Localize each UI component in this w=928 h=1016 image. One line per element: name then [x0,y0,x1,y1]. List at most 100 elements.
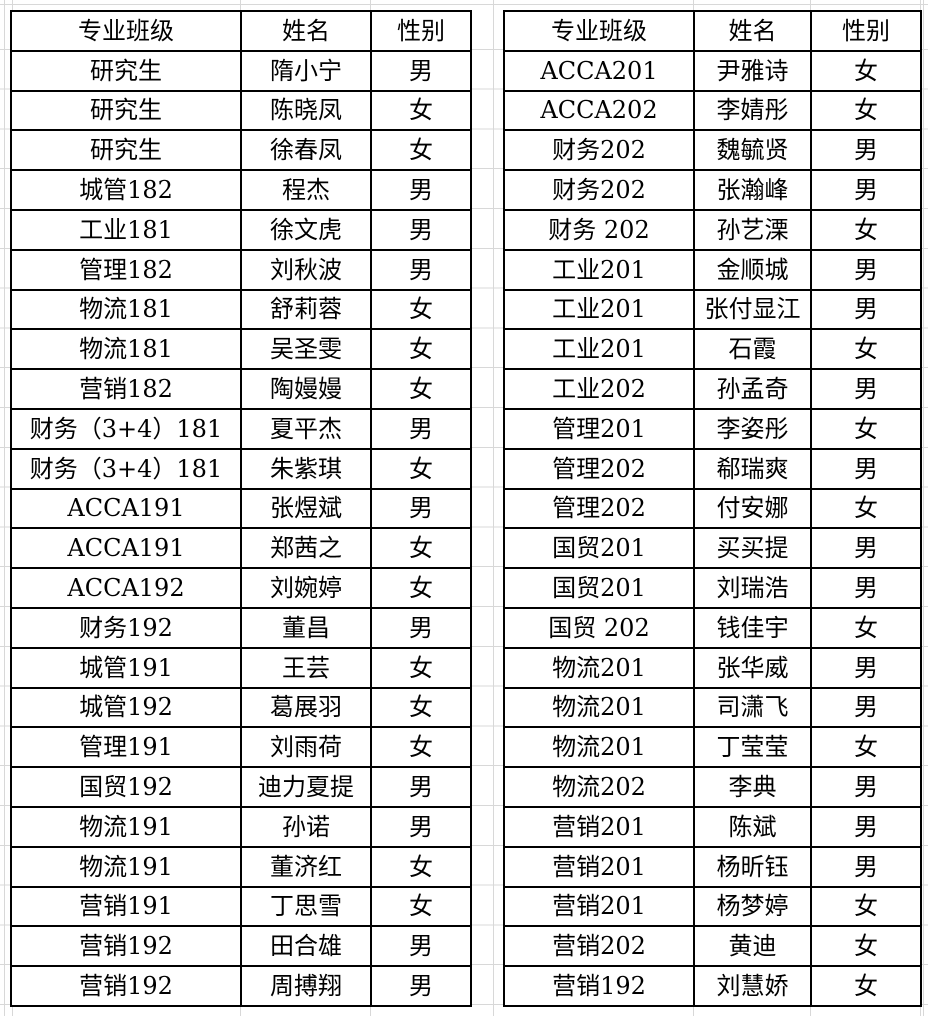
gender-cell[interactable]: 男 [810,527,922,570]
class-cell[interactable]: 财务（3+4）181 [10,447,242,490]
column-header-name-cell[interactable]: 姓名 [240,10,372,52]
class-cell[interactable]: 工业181 [10,208,242,251]
class-cell[interactable]: 工业202 [503,368,695,410]
class-cell[interactable]: 管理201 [503,407,695,450]
gender-cell[interactable]: 男 [370,169,472,211]
gender-cell[interactable]: 女 [370,288,472,331]
class-cell[interactable]: 财务 202 [503,208,695,251]
class-cell[interactable]: 城管191 [10,646,242,689]
class-cell[interactable]: 财务202 [503,169,695,211]
name-cell[interactable]: 刘婉婷 [240,567,372,609]
gender-cell[interactable]: 女 [810,208,922,251]
class-cell[interactable]: ACCA191 [10,527,242,570]
gender-cell[interactable]: 男 [810,686,922,729]
name-cell[interactable]: 魏毓贤 [693,129,812,172]
name-cell[interactable]: 周搏翔 [240,965,372,1007]
gender-cell[interactable]: 女 [810,49,922,92]
class-cell[interactable]: 国贸201 [503,567,695,609]
gender-cell[interactable]: 男 [370,606,472,649]
class-cell[interactable]: 研究生 [10,49,242,92]
gender-cell[interactable]: 女 [810,328,922,371]
name-cell[interactable]: 陈晓凤 [240,89,372,132]
gender-cell[interactable]: 男 [370,965,472,1007]
column-header-name-cell[interactable]: 姓名 [693,10,812,52]
gender-cell[interactable]: 男 [370,49,472,92]
class-cell[interactable]: 管理191 [10,726,242,769]
gender-cell[interactable]: 男 [370,766,472,808]
class-cell[interactable]: 工业201 [503,288,695,331]
name-cell[interactable]: 张瀚峰 [693,169,812,211]
name-cell[interactable]: 石霞 [693,328,812,371]
gender-cell[interactable]: 女 [810,407,922,450]
name-cell[interactable]: 李婧彤 [693,89,812,132]
name-cell[interactable]: 程杰 [240,169,372,211]
name-cell[interactable]: 葛展羽 [240,686,372,729]
class-cell[interactable]: 研究生 [10,89,242,132]
class-cell[interactable]: 国贸192 [10,766,242,808]
class-cell[interactable]: 物流181 [10,288,242,331]
gender-cell[interactable]: 女 [370,527,472,570]
gender-cell[interactable]: 女 [810,885,922,928]
class-cell[interactable]: 营销192 [10,965,242,1007]
name-cell[interactable]: 孙艺溧 [693,208,812,251]
gender-cell[interactable]: 女 [370,89,472,132]
gender-cell[interactable]: 女 [370,129,472,172]
name-cell[interactable]: 董昌 [240,606,372,649]
class-cell[interactable]: 工业201 [503,328,695,371]
class-cell[interactable]: 财务202 [503,129,695,172]
class-cell[interactable]: 营销201 [503,885,695,928]
gender-cell[interactable]: 男 [810,447,922,490]
class-cell[interactable]: ACCA201 [503,49,695,92]
class-cell[interactable]: 物流201 [503,646,695,689]
gender-cell[interactable]: 女 [370,885,472,928]
name-cell[interactable]: 黄迪 [693,925,812,968]
name-cell[interactable]: 丁思雪 [240,885,372,928]
name-cell[interactable]: 张煜斌 [240,487,372,530]
gender-cell[interactable]: 女 [810,487,922,530]
class-cell[interactable]: 财务（3+4）181 [10,407,242,450]
class-cell[interactable]: 营销201 [503,845,695,888]
gender-cell[interactable]: 女 [370,567,472,609]
class-cell[interactable]: 物流201 [503,726,695,769]
class-cell[interactable]: 管理202 [503,447,695,490]
column-header-gender-cell[interactable]: 性别 [810,10,922,52]
column-header-class-cell[interactable]: 专业班级 [503,10,695,52]
gender-cell[interactable]: 男 [370,407,472,450]
gender-cell[interactable]: 女 [370,646,472,689]
gender-cell[interactable]: 女 [370,447,472,490]
name-cell[interactable]: 董济红 [240,845,372,888]
gender-cell[interactable]: 女 [810,965,922,1007]
name-cell[interactable]: 买买提 [693,527,812,570]
column-header-class-cell[interactable]: 专业班级 [10,10,242,52]
name-cell[interactable]: 舒莉蓉 [240,288,372,331]
class-cell[interactable]: 物流191 [10,845,242,888]
class-cell[interactable]: ACCA191 [10,487,242,530]
class-cell[interactable]: ACCA202 [503,89,695,132]
class-cell[interactable]: 营销182 [10,368,242,410]
gender-cell[interactable]: 男 [370,805,472,848]
name-cell[interactable]: 刘慧娇 [693,965,812,1007]
gender-cell[interactable]: 男 [370,487,472,530]
class-cell[interactable]: 营销191 [10,885,242,928]
name-cell[interactable]: 迪力夏提 [240,766,372,808]
column-header-gender-cell[interactable]: 性别 [370,10,472,52]
name-cell[interactable]: 李典 [693,766,812,808]
class-cell[interactable]: 营销202 [503,925,695,968]
class-cell[interactable]: 物流201 [503,686,695,729]
name-cell[interactable]: 李姿彤 [693,407,812,450]
class-cell[interactable]: 国贸 202 [503,606,695,649]
gender-cell[interactable]: 女 [370,686,472,729]
name-cell[interactable]: 夏平杰 [240,407,372,450]
class-cell[interactable]: 营销192 [10,925,242,968]
gender-cell[interactable]: 男 [810,169,922,211]
name-cell[interactable]: 田合雄 [240,925,372,968]
gender-cell[interactable]: 女 [370,328,472,371]
name-cell[interactable]: 徐春凤 [240,129,372,172]
name-cell[interactable]: 郑茜之 [240,527,372,570]
gender-cell[interactable]: 男 [810,368,922,410]
name-cell[interactable]: 陈斌 [693,805,812,848]
class-cell[interactable]: 研究生 [10,129,242,172]
gender-cell[interactable]: 女 [370,368,472,410]
gender-cell[interactable]: 女 [370,726,472,769]
name-cell[interactable]: 孙诺 [240,805,372,848]
